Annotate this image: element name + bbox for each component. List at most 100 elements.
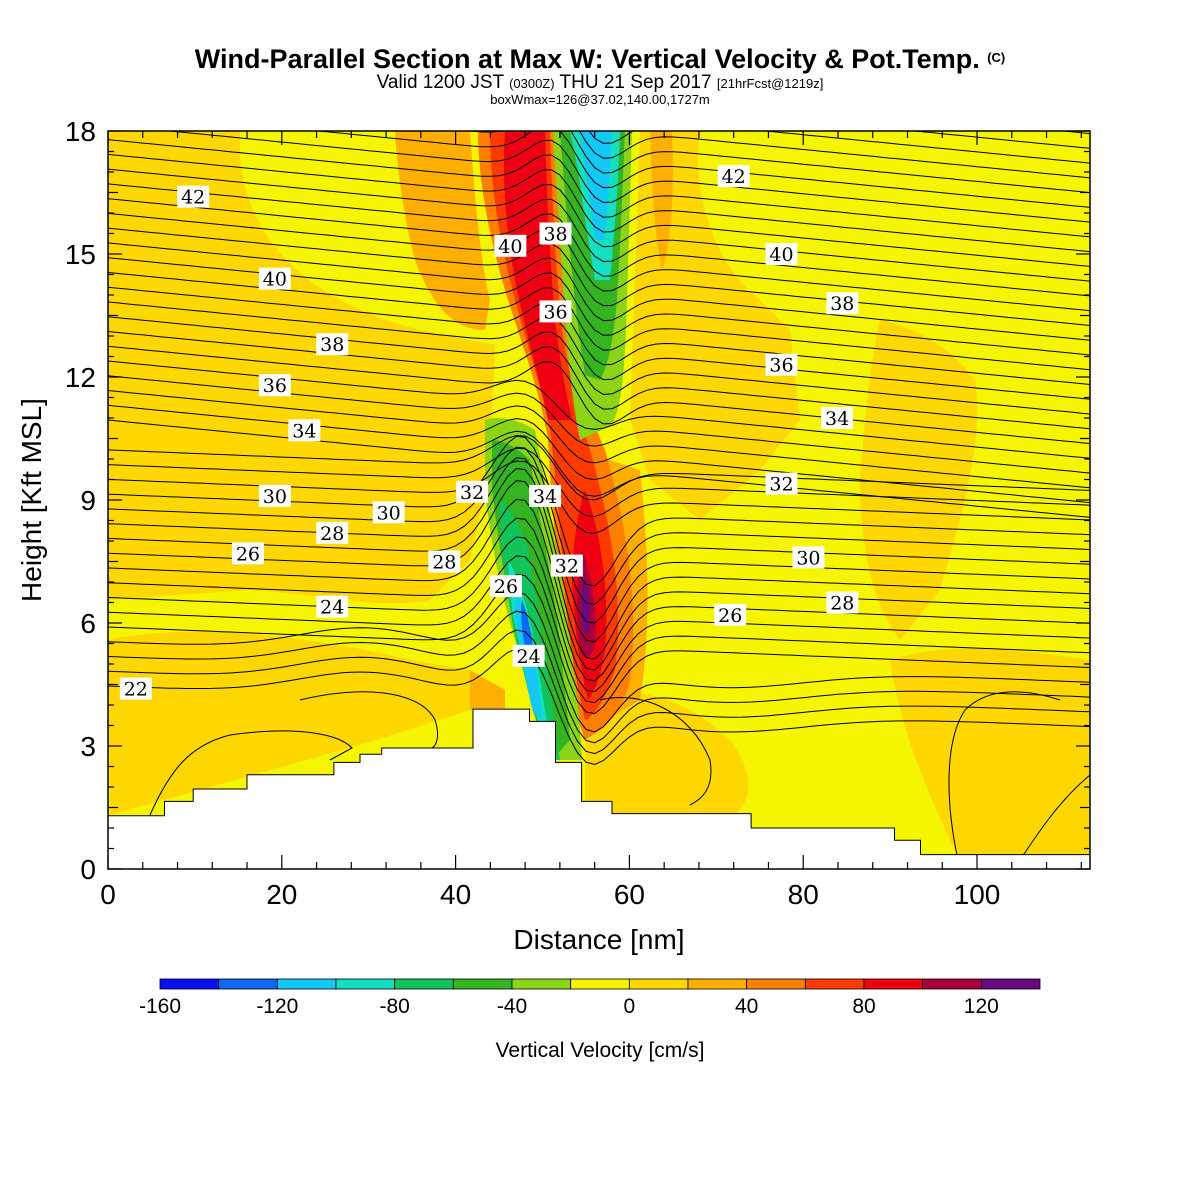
theta-contour-line bbox=[108, 331, 1090, 430]
theta-contour-label: 34 bbox=[529, 484, 562, 508]
svg-text:42: 42 bbox=[722, 166, 746, 188]
theta-contour-label: 30 bbox=[792, 546, 825, 569]
moderate-updraft-patch bbox=[590, 455, 648, 730]
svg-text:40: 40 bbox=[769, 244, 793, 266]
colorbar-swatch bbox=[511, 978, 572, 990]
theta-contour-label: 26 bbox=[490, 575, 523, 598]
colorbar-swatch bbox=[980, 978, 1041, 990]
axis-ticks bbox=[107, 130, 1090, 870]
theta-contour-label: 42 bbox=[717, 165, 750, 188]
valid-time: Valid 1200 JST (0300Z) THU 21 Sep 2017 [… bbox=[376, 72, 824, 93]
theta-contour-line bbox=[108, 591, 1090, 733]
theta-contour-line bbox=[108, 435, 1090, 587]
colorbar-swatch bbox=[628, 978, 689, 990]
strong-updraft-core bbox=[504, 131, 572, 420]
svg-text:22: 22 bbox=[124, 679, 148, 701]
weak-updraft-patch bbox=[630, 131, 800, 520]
svg-text:34: 34 bbox=[292, 420, 316, 442]
theta-contour-label: 40 bbox=[765, 243, 798, 266]
theta-contour-line bbox=[164, 131, 1090, 223]
colorbar-swatch bbox=[570, 978, 630, 990]
svg-text:26: 26 bbox=[494, 576, 518, 598]
colorbar-swatch bbox=[276, 978, 337, 990]
theta-contour-line bbox=[108, 168, 1090, 267]
x-tick-label: 20 bbox=[266, 879, 297, 910]
chart-title: Wind-Parallel Section at Max W: Vertical… bbox=[194, 44, 1006, 74]
weak-updraft-patch bbox=[108, 131, 495, 604]
downdraft-band bbox=[580, 131, 612, 240]
colorbar-tick-label: -40 bbox=[497, 995, 527, 1018]
theta-contour-line bbox=[108, 272, 1090, 371]
svg-text:34: 34 bbox=[533, 486, 557, 508]
theta-contour-label: 36 bbox=[539, 300, 572, 323]
theta-contour-label: 26 bbox=[714, 603, 747, 627]
theta-contour-line bbox=[108, 555, 1090, 704]
y-tick-labels: 0 3 6 9 12 15 18 bbox=[65, 116, 96, 885]
theta-contour-line bbox=[149, 730, 353, 816]
strong-updraft-core bbox=[478, 131, 634, 740]
theta-contour-line bbox=[108, 457, 1090, 624]
weak-updraft-patch bbox=[860, 320, 978, 640]
svg-text:36: 36 bbox=[769, 355, 793, 377]
moderate-updraft-patch bbox=[470, 670, 505, 710]
theta-contour-line bbox=[108, 198, 1090, 297]
x-tick-label: 100 bbox=[954, 879, 1001, 910]
theta-contour-label: 28 bbox=[428, 550, 461, 574]
svg-text:34: 34 bbox=[825, 408, 849, 430]
svg-text:36: 36 bbox=[543, 301, 567, 323]
colorbar-tick-label: 40 bbox=[735, 995, 758, 1018]
colorbar-tick-labels: -160 -120 -80 -40 0 40 80 120 bbox=[139, 995, 999, 1018]
y-tick-label: 6 bbox=[80, 608, 96, 639]
x-tick-label: 80 bbox=[788, 879, 819, 910]
strong-updraft-core bbox=[490, 131, 619, 720]
y-tick-label: 3 bbox=[80, 731, 96, 762]
theta-contour-line bbox=[108, 227, 1090, 326]
x-tick-labels: 0 20 40 60 80 100 bbox=[100, 879, 1000, 910]
lower-downdraft-band bbox=[492, 440, 570, 760]
theta-contour-line bbox=[1019, 774, 1090, 861]
colorbar-label: Vertical Velocity [cm/s] bbox=[496, 1039, 705, 1062]
theta-contour-label: 32 bbox=[456, 480, 489, 504]
moderate-updraft-patch bbox=[395, 131, 490, 330]
lower-downdraft-band bbox=[485, 418, 582, 760]
theta-contour-line bbox=[299, 691, 439, 749]
colorbar-swatch bbox=[159, 978, 220, 990]
theta-contour-label: 34 bbox=[288, 419, 321, 442]
theta-contour-line bbox=[108, 498, 1090, 671]
lower-downdraft-band bbox=[508, 560, 548, 730]
theta-contour-line bbox=[599, 697, 712, 806]
theta-contour-line bbox=[108, 153, 1090, 253]
theta-contour-label: 40 bbox=[258, 267, 291, 291]
colorbar-swatch bbox=[687, 978, 748, 990]
downdraft-band bbox=[560, 131, 625, 380]
colorbar-swatch bbox=[863, 978, 924, 990]
svg-text:38: 38 bbox=[320, 334, 344, 356]
svg-text:30: 30 bbox=[377, 502, 401, 524]
colorbar-tick-label: -80 bbox=[379, 995, 409, 1018]
theta-contour-line bbox=[108, 460, 1090, 534]
theta-contour-label: 28 bbox=[316, 521, 349, 545]
y-tick-label: 18 bbox=[65, 116, 96, 147]
y-tick-label: 15 bbox=[65, 239, 96, 270]
theta-contour-line bbox=[108, 610, 1090, 744]
theta-contour-line bbox=[108, 517, 1090, 682]
colorbar-swatch bbox=[218, 978, 278, 990]
svg-text:28: 28 bbox=[830, 593, 854, 615]
theta-contour-line bbox=[108, 536, 1090, 693]
colorbar-swatch bbox=[452, 978, 513, 990]
svg-text:32: 32 bbox=[460, 482, 484, 504]
terrain-mask bbox=[107, 708, 1091, 870]
theta-contour-line bbox=[108, 301, 1090, 400]
colorbar-swatch bbox=[804, 978, 865, 990]
theta-contour-label: 30 bbox=[258, 484, 291, 508]
vertical-velocity-field bbox=[108, 131, 1090, 869]
theta-contour-line bbox=[948, 691, 1061, 861]
svg-text:26: 26 bbox=[718, 605, 742, 627]
theta-contour-label: 24 bbox=[512, 644, 545, 668]
theta-contour-label: 42 bbox=[177, 185, 210, 209]
colorbar-tick-label: 0 bbox=[623, 995, 635, 1018]
y-tick-label: 12 bbox=[65, 362, 96, 393]
theta-contour-line bbox=[108, 648, 1090, 766]
theta-contour-line bbox=[108, 375, 1090, 474]
